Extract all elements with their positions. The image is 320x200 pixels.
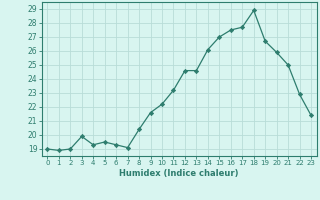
X-axis label: Humidex (Indice chaleur): Humidex (Indice chaleur) <box>119 169 239 178</box>
